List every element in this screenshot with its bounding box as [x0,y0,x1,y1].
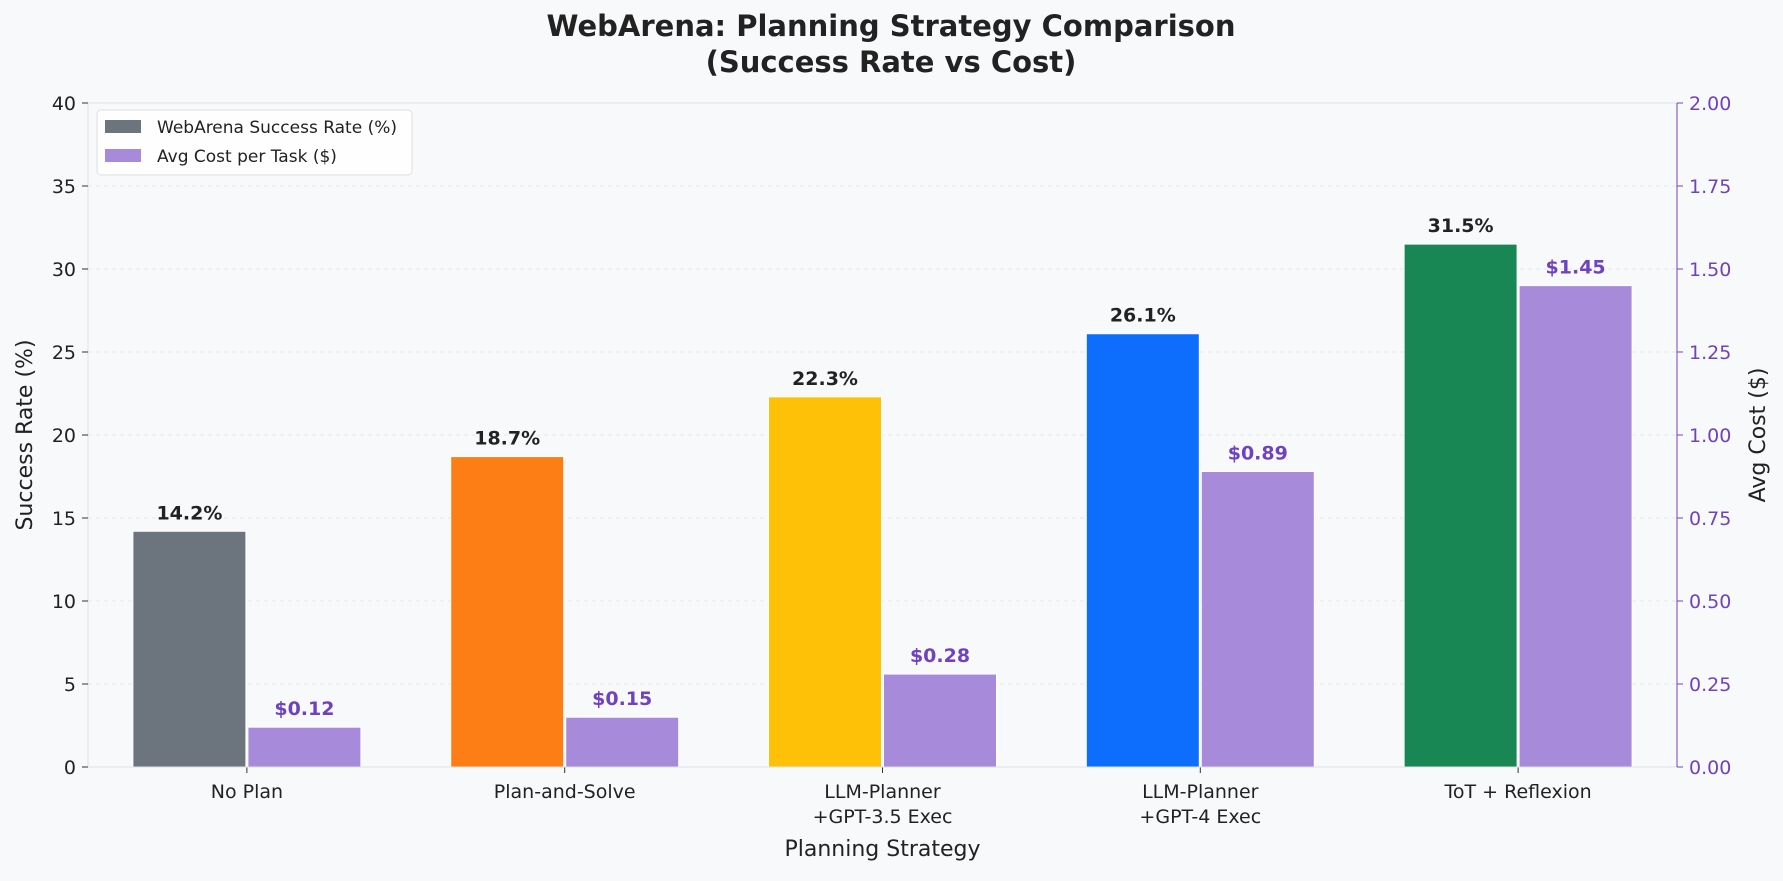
chart-title-line: (Success Rate vs Cost) [706,45,1077,79]
y2-tick-label: 0.50 [1689,591,1731,613]
bar-avg-cost [1518,285,1633,768]
legend-label: Avg Cost per Task ($) [157,147,337,167]
bar-success-rate [1085,333,1200,768]
bar-data-label: 31.5% [1428,215,1494,237]
y2-tick-label: 0.75 [1689,508,1731,530]
grid-lines [88,185,1677,685]
y2-tick-label: 1.75 [1689,176,1731,198]
bar-data-label: $0.89 [1228,443,1288,465]
x-tick-label: No Plan [211,781,283,803]
bars-group [132,243,1633,768]
bar-data-label: $0.12 [274,698,334,720]
y2-tick-label: 2.00 [1689,93,1731,115]
x-tick-label: LLM-Planner [824,781,941,803]
bar-data-label: $1.45 [1546,257,1606,279]
bar-success-rate [1403,243,1518,768]
y-tick-label: 25 [52,342,76,364]
x-tick-label: Plan-and-Solve [494,781,636,803]
bar-success-rate [132,530,247,768]
legend-label: WebArena Success Rate (%) [157,118,397,138]
y-tick-label: 20 [52,425,76,447]
bar-success-rate [768,396,882,768]
x-tick-label: +GPT-4 Exec [1139,806,1261,828]
y-tick-label: 0 [64,757,76,779]
y2-axis-label: Avg Cost ($) [1746,368,1771,503]
bar-data-label: 22.3% [792,368,858,390]
x-tick-label: LLM-Planner [1142,781,1259,803]
bar-avg-cost [883,673,997,768]
labels-group: 14.2% $0.12 No Plan 18.7% $0.15 Plan-and-Solv… [13,93,1771,862]
y-tick-label: 10 [52,591,76,613]
y2-tick-label: 0.25 [1689,674,1731,696]
chart-title-line: WebArena: Planning Strategy Comparison [547,9,1236,43]
y2-tick-label: 1.00 [1689,425,1731,447]
bar-data-label: 18.7% [474,428,540,450]
legend-box [96,109,413,176]
legend-swatch [105,120,141,133]
bar-avg-cost [1200,471,1315,768]
y2-tick-label: 1.25 [1689,342,1731,364]
y-axis-label: Success Rate (%) [13,339,38,530]
bar-data-label: 26.1% [1110,305,1176,327]
bar-data-label: $0.15 [592,688,652,710]
bar-avg-cost [247,726,362,768]
x-axis-label: Planning Strategy [784,837,980,862]
y-tick-label: 35 [52,176,76,198]
y-tick-label: 15 [52,508,76,530]
bar-data-label: 14.2% [156,502,222,524]
bar-data-label: $0.28 [910,645,970,667]
bar-avg-cost [565,716,680,768]
y-tick-label: 40 [52,93,76,115]
y2-tick-label: 1.50 [1689,259,1731,281]
bar-success-rate [450,456,565,768]
x-tick-label: +GPT-3.5 Exec [813,806,953,828]
legend-swatch [105,149,141,162]
legend: WebArena Success Rate (%) Avg Cost per Ta… [96,109,413,176]
axes-group [82,102,1683,773]
y-tick-label: 30 [52,259,76,281]
x-tick-label: ToT + Reflexion [1444,781,1592,803]
y-tick-label: 5 [64,674,76,696]
y2-tick-label: 0.00 [1689,757,1731,779]
